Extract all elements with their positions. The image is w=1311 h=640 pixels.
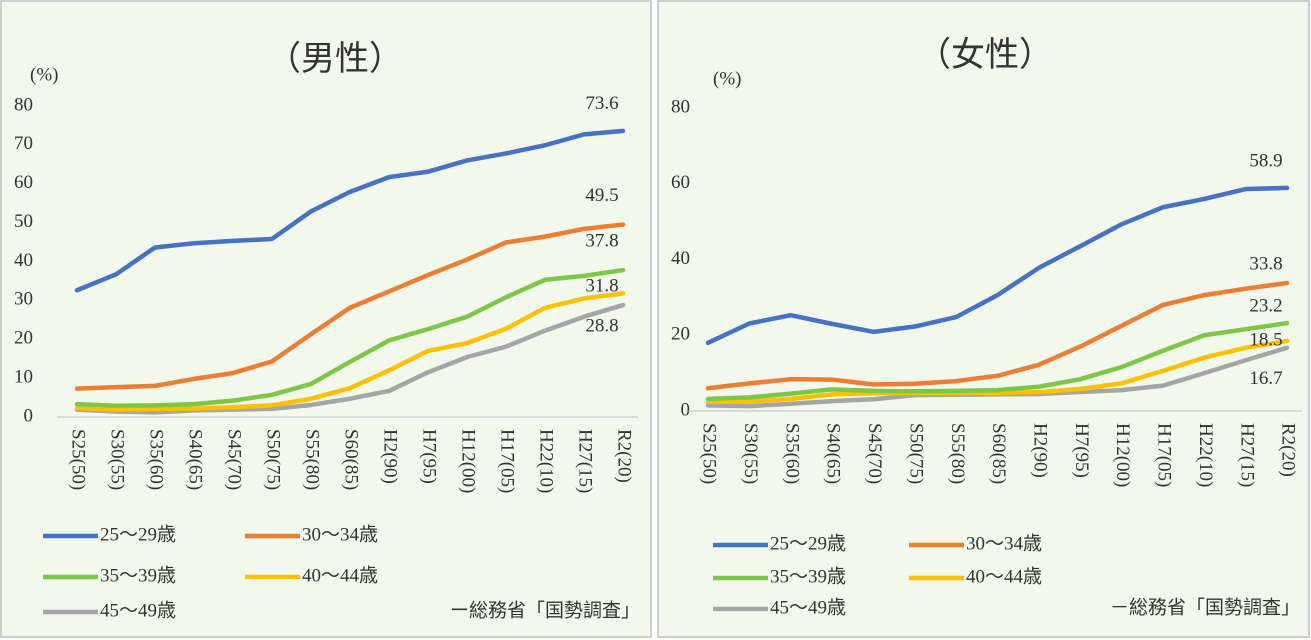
x-tick-label: R2(20) [1278,423,1299,477]
x-tick-label: H22(10) [1195,423,1216,487]
y-tick-label: 50 [14,211,33,232]
legend-label: 35～39歳 [770,565,846,587]
data-label: 31.8 [585,276,618,297]
y-tick-label: 0 [24,405,34,426]
data-label: 18.5 [1249,329,1282,350]
x-tick-label: H12(00) [1112,423,1133,487]
x-tick-label: S60(85) [341,429,362,490]
x-tick-label: S40(65) [823,423,844,484]
x-tick-label: S45(70) [864,423,885,484]
legend-label: 25～29歳 [100,523,176,545]
series-line [705,280,1290,391]
x-tick-label: H27(15) [575,429,596,493]
x-tick-label: H7(95) [1071,423,1092,478]
legend-label: 35～39歳 [100,564,176,586]
series-line [74,267,626,408]
source-note: －総務省「国勢調査」 [1110,596,1300,618]
y-tick-label: 60 [671,172,690,193]
legend-label: 40～44歳 [966,565,1042,587]
x-tick-label: S35(60) [146,429,167,490]
y-tick-label: 40 [671,248,690,269]
x-tick-label: S25(50) [68,429,89,490]
y-axis-unit: (%) [713,68,741,89]
x-tick-label: S50(75) [263,429,284,490]
series-line [74,128,626,293]
x-tick-label: S30(55) [107,429,128,490]
x-tick-label: S45(70) [224,429,245,490]
y-tick-label: 10 [14,366,33,387]
x-tick-label: H17(05) [1154,423,1175,487]
series-line [74,302,626,415]
x-tick-label: S55(80) [947,423,968,484]
data-label: 28.8 [585,315,618,336]
data-label: 73.6 [585,93,618,114]
y-tick-label: 70 [14,133,33,154]
x-tick-label: S30(55) [740,423,761,484]
x-tick-label: S60(85) [988,423,1009,484]
legend-label: 45～49歳 [100,599,176,621]
x-tick-label: S25(50) [699,423,720,484]
series-line [705,320,1290,402]
source-note: ー総務省「国勢調査」 [450,599,640,621]
y-tick-label: 0 [681,399,691,420]
x-tick-label: S50(75) [905,423,926,484]
y-tick-label: 20 [671,324,690,345]
legend-label: 30～34歳 [966,532,1042,554]
x-tick-label: H22(10) [536,429,557,493]
y-tick-label: 80 [14,94,33,115]
series-line [705,338,1290,405]
panel [0,0,652,638]
data-label: 58.9 [1249,150,1282,171]
y-axis-unit: (%) [30,64,58,85]
data-label: 33.8 [1249,253,1282,274]
x-tick-label: S55(80) [302,429,323,490]
legend-label: 30～34歳 [302,523,378,545]
series-line [705,185,1290,346]
chart-title: （女性） [917,36,1053,74]
y-tick-label: 30 [14,289,33,310]
series-line [74,291,626,412]
x-tick-label: H17(05) [497,429,518,493]
y-tick-label: 20 [14,328,33,349]
x-tick-label: H12(00) [458,429,479,493]
legend-label: 40～44歳 [302,564,378,586]
data-label: 37.8 [585,230,618,251]
x-tick-label: H7(95) [419,429,440,484]
y-tick-label: 60 [14,172,33,193]
y-tick-label: 40 [14,250,33,271]
x-tick-label: R2(20) [614,429,635,483]
legend-label: 25～29歳 [770,532,846,554]
series-line [74,222,626,391]
data-label: 23.2 [1249,295,1282,316]
x-tick-label: S40(65) [185,429,206,490]
x-tick-label: S35(60) [781,423,802,484]
chart-title: （男性） [267,40,403,78]
x-tick-label: H2(90) [1029,423,1050,478]
x-tick-label: H2(90) [380,429,401,484]
y-tick-label: 80 [671,96,690,117]
data-label: 16.7 [1249,368,1282,389]
data-label: 49.5 [585,185,618,206]
x-tick-label: H27(15) [1236,423,1257,487]
legend-label: 45～49歳 [770,596,846,618]
